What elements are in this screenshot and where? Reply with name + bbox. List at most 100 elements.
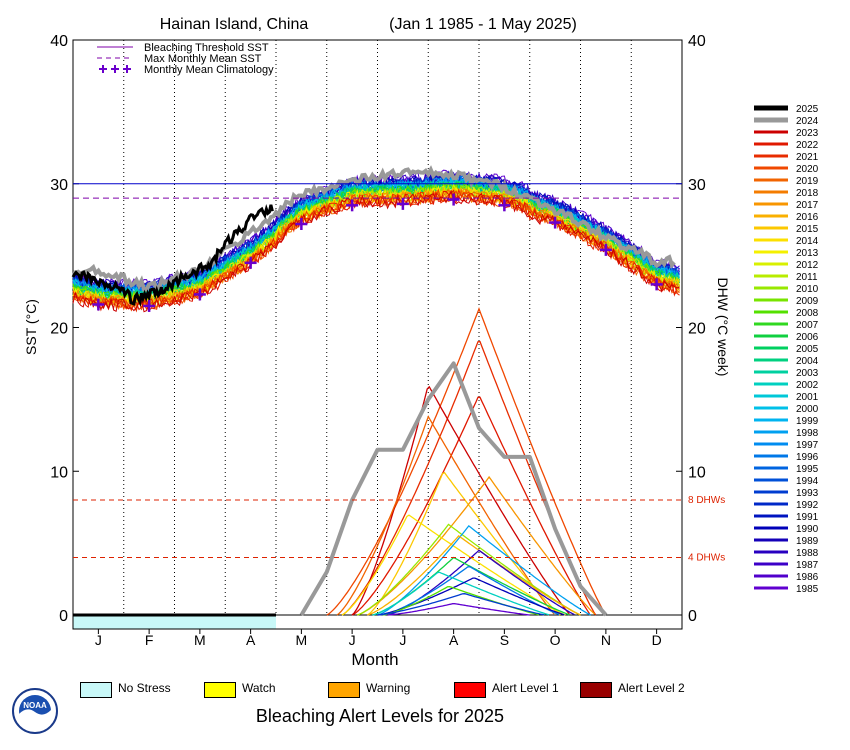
chart-title: Hainan Island, China: [160, 16, 309, 33]
svg-text:NOAA: NOAA: [23, 701, 47, 710]
series-legend-label: 1989: [796, 536, 819, 547]
plot-frame: [72, 39, 683, 616]
x-tick-label: M: [296, 632, 308, 648]
series-legend-label: 2011: [796, 272, 818, 283]
series-legend-label: 1986: [796, 572, 819, 583]
y-tick-left-label: 40: [50, 33, 68, 50]
x-tick-label: M: [194, 632, 206, 648]
series-legend-label: 1992: [796, 500, 819, 511]
dhw-series-line: [341, 514, 566, 616]
sst-series-line: [72, 186, 680, 310]
series-legend-label: 1994: [796, 476, 819, 487]
series-legend-label: 2022: [796, 140, 819, 151]
x-tick-label: J: [399, 632, 406, 648]
climatology-marker: [650, 278, 663, 291]
y-tick-right-label: 0: [688, 608, 697, 625]
series-legend-label: 1987: [796, 560, 819, 571]
series-legend-label: 2004: [796, 356, 819, 367]
y-tick-left-label: 30: [50, 177, 68, 194]
alert-level-1-swatch: [454, 682, 486, 698]
series-legend-label: 2013: [796, 248, 819, 259]
sst-series-line: [72, 189, 680, 313]
series-legend-label: 2003: [796, 368, 819, 379]
series-legend-label: 1999: [796, 416, 819, 427]
series-legend-label: 2018: [796, 188, 819, 199]
x-tick-label: N: [601, 632, 611, 648]
series-legend-label: 1995: [796, 464, 819, 475]
series-legend-label: 2009: [796, 296, 819, 307]
dhw-series-line: [336, 415, 555, 616]
series-legend-label: 1997: [796, 440, 819, 451]
x-tick-label: A: [449, 632, 459, 648]
dhw-series-line: [387, 603, 530, 616]
x-tick-label: D: [652, 632, 662, 648]
noaa-logo-icon: NOAA: [12, 688, 58, 734]
sst-2024-line: [72, 165, 676, 292]
series-legend-label: 2021: [796, 152, 819, 163]
x-tick-label: F: [145, 632, 154, 648]
alert-level-legend: No Stress Watch Warning Alert Level 1 Al…: [78, 678, 718, 700]
series-legend-label: 1996: [796, 452, 819, 463]
climatology-marker: [599, 243, 612, 256]
dhw-series-line: [366, 471, 561, 616]
climatology-marker: [346, 199, 359, 212]
warning-label: Warning: [366, 681, 411, 695]
x-tick-label: J: [95, 632, 102, 648]
series-legend-label: 1988: [796, 548, 819, 559]
alert-level-2-label: Alert Level 2: [618, 681, 685, 695]
no-stress-label: No Stress: [118, 681, 171, 695]
dhw-series-line: [357, 475, 596, 616]
y-tick-left-label: 20: [50, 321, 68, 338]
series-legend-label: 2010: [796, 284, 819, 295]
y-tick-right-label: 10: [688, 464, 706, 481]
dhw-4-label: 4 DHWs: [688, 553, 725, 564]
series-legend-label: 1985: [796, 584, 819, 595]
sst-series-line: [72, 189, 680, 312]
y-axis-left-label: SST (°C): [23, 299, 39, 355]
alert-level-2-swatch: [580, 682, 612, 698]
y-tick-left-label: 10: [50, 464, 68, 481]
series-legend-label: 2019: [796, 176, 819, 187]
series-legend-label: 2017: [796, 200, 819, 211]
series-legend-label: 2012: [796, 260, 819, 271]
dhw-series-line: [351, 396, 591, 616]
series-legend-label: 2025: [796, 104, 819, 115]
dhw-series-line: [367, 535, 581, 616]
dhw-series-line: [326, 306, 606, 616]
dhw-series-line: [351, 385, 570, 616]
series-legend-label: 2007: [796, 320, 819, 331]
climatology-marker: [193, 288, 206, 301]
x-tick-label: S: [500, 632, 509, 648]
series-legend-label: 2024: [796, 116, 819, 127]
series-legend: 2025202420232022202120202019201820172016…: [754, 104, 819, 595]
climatology-marker: [396, 197, 409, 210]
dhw-series-line: [382, 566, 560, 616]
series-legend-label: 1998: [796, 428, 819, 439]
series-legend-label: 2023: [796, 128, 819, 139]
legend-label: Bleaching Threshold SST: [144, 42, 269, 54]
warning-swatch: [328, 682, 360, 698]
x-axis-label: Month: [351, 650, 398, 669]
x-tick-label: O: [550, 632, 561, 648]
watch-label: Watch: [242, 681, 276, 695]
dhw-series-line: [357, 523, 581, 616]
dhw-series-line: [377, 524, 591, 616]
series-legend-label: 2008: [796, 308, 819, 319]
watch-swatch: [204, 682, 236, 698]
series-legend-label: 2016: [796, 212, 819, 223]
series-legend-label: 1993: [796, 488, 819, 499]
climatology-marker: [295, 218, 308, 230]
plot-area: 0 10 20 30 40 0 10 20 30 40 J F M A M J J A S O N D 8 DHWs 4 DH…: [50, 33, 725, 648]
alert-level-1-label: Alert Level 1: [492, 681, 559, 695]
climatology-marker: [549, 216, 562, 229]
legend-label: Monthly Mean Climatology: [144, 64, 274, 76]
alert-status-bar: [73, 615, 276, 629]
dhw-series-line: [377, 593, 545, 616]
y-tick-right-label: 40: [688, 33, 706, 50]
series-legend-label: 2014: [796, 236, 819, 247]
x-tick-label: A: [246, 632, 256, 648]
series-legend-label: 2006: [796, 332, 819, 343]
axis-frame: [72, 39, 683, 630]
